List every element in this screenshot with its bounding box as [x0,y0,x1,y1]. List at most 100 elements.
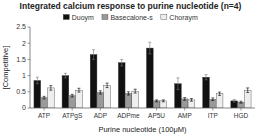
bar [181,99,188,108]
x-tick-label: ATPgS [62,112,83,120]
error-bar [120,59,123,65]
bar [69,96,76,108]
error-bar [218,92,221,95]
x-tick [212,108,213,111]
error-cap [49,85,52,86]
error-line [121,59,122,65]
y-tick [28,91,31,92]
bar [209,99,216,108]
bar [160,101,167,108]
error-cap [218,95,221,96]
error-cap [239,103,242,104]
x-tick-label: HGD [234,112,249,119]
bar [132,91,139,108]
bar [47,88,54,108]
error-line [247,88,248,93]
error-bar [239,101,242,103]
error-bar [205,75,208,80]
error-line [107,83,108,88]
error-cap [148,53,151,54]
error-cap [127,91,130,92]
y-tick-label: 1 [22,72,26,79]
bar [244,90,251,108]
error-bar [246,88,249,93]
error-line [163,100,164,102]
y-tick [28,59,31,60]
y-axis-label: [Competitive] [1,46,10,90]
error-line [206,75,207,80]
x-tick-label: ATP [38,112,50,119]
error-cap [43,98,46,99]
y-tick-label: 2.5 [16,23,26,30]
error-bar [77,88,80,92]
error-bar [127,92,130,95]
error-cap [211,97,214,98]
error-bar [64,73,67,78]
y-tick [28,75,31,76]
bar [188,100,195,108]
error-cap [239,101,242,102]
error-cap [77,92,80,93]
x-tick [240,108,241,111]
y-tick [28,27,31,28]
error-bar [155,100,158,102]
y-tick-label: 0 [22,104,26,111]
legend: DuoymBasecalone-sChoraym [63,14,198,22]
error-line [50,86,51,91]
bar [90,55,97,108]
error-bar [36,77,39,83]
error-cap [190,98,193,99]
error-line [135,89,136,93]
bar [41,98,48,108]
error-cap [127,95,130,96]
error-cap [162,99,165,100]
bar [76,90,83,108]
error-cap [134,89,137,90]
error-line [240,101,241,103]
error-line [44,96,45,99]
bar [34,80,41,108]
legend-label: Basecalone-s [110,14,153,21]
x-tick [44,108,45,111]
error-cap [99,90,102,91]
error-cap [49,90,52,91]
error-bar [92,50,95,60]
error-cap [205,79,208,80]
error-bar [162,100,165,102]
error-cap [155,101,158,102]
legend-item: Choraym [161,14,198,22]
chart: Integrated calcium response to purine nu… [0,0,261,138]
x-tick-label: ADP [94,112,107,119]
error-cap [155,99,158,100]
error-cap [162,101,165,102]
error-line [234,100,235,103]
error-cap [99,94,102,95]
error-bar [71,94,74,97]
error-cap [64,77,67,78]
x-tick [128,108,129,111]
error-cap [43,96,46,97]
error-cap [246,92,249,93]
error-line [100,91,101,94]
legend-swatch [102,15,108,20]
error-bar [106,83,109,88]
error-bar [211,98,214,101]
error-line [37,77,38,83]
plot-area [34,42,251,108]
title: Integrated calcium response to purine nu… [20,1,242,11]
error-line [93,50,94,60]
error-bar [233,100,236,103]
error-cap [92,59,95,60]
error-line [128,92,129,95]
x-tick-label: ADPme [117,112,140,119]
error-cap [211,100,214,101]
error-cap [183,100,186,101]
error-cap [205,74,208,75]
error-cap [71,94,74,95]
error-line [78,88,79,92]
error-cap [148,42,151,43]
bar [216,94,223,108]
error-bar [43,96,46,99]
error-cap [233,99,236,100]
error-line [72,94,73,97]
